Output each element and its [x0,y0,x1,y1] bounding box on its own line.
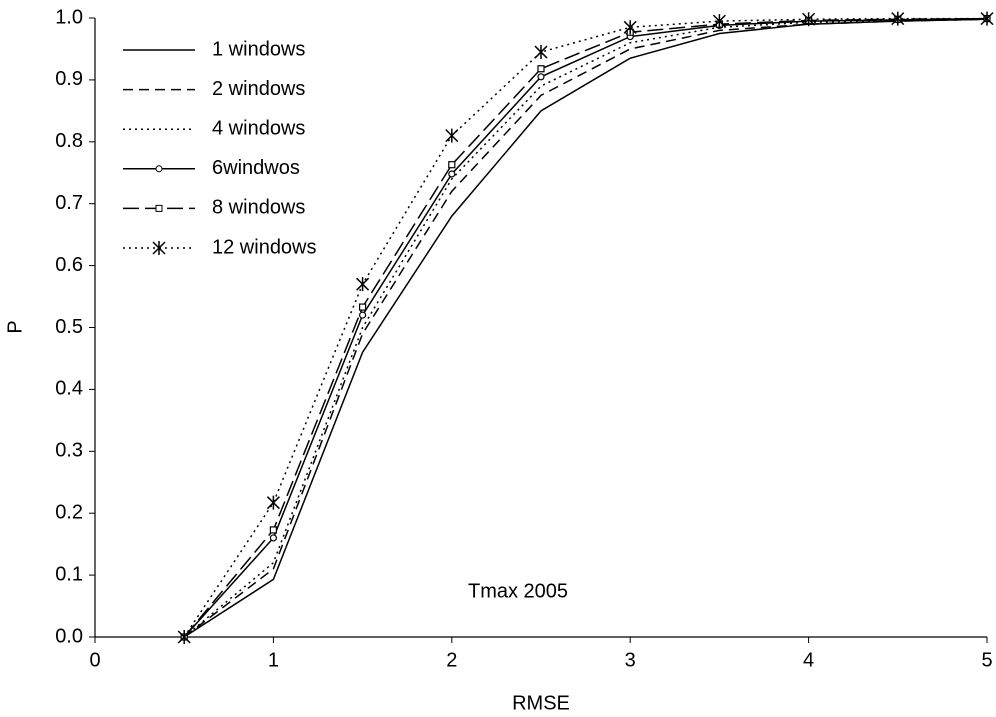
marker [712,14,726,29]
y-tick-label: 0.9 [55,68,83,90]
legend-label: 6windwos [212,157,300,179]
y-tick-label: 0.6 [55,254,83,276]
marker [448,170,456,178]
legend-marker [155,204,163,212]
series-line [183,17,987,638]
marker [266,495,280,510]
y-tick-label: 0.1 [55,563,83,585]
marker [359,311,367,319]
marker [891,11,905,26]
marker [445,128,459,143]
legend-marker [152,241,166,255]
y-tick-label: 0.8 [55,130,83,152]
series-line [183,17,988,638]
x-axis-label: RMSE [512,692,570,714]
marker [623,20,637,35]
series-line [183,18,988,638]
marker [269,526,277,534]
marker [537,65,545,73]
legend-label: 4 windows [212,117,305,139]
marker [980,11,994,26]
marker [448,161,456,169]
legend-label: 12 windows [212,236,317,258]
marker [177,630,191,644]
y-tick-label: 0.4 [55,378,83,400]
legend-marker [155,165,163,173]
annotation: Tmax 2005 [468,580,568,602]
legend-label: 2 windows [212,78,305,100]
x-tick-label: 2 [446,649,457,671]
series-line [183,18,988,638]
marker [802,12,816,27]
y-axis-label: P [4,320,26,333]
marker [359,303,367,311]
series-line [183,17,988,638]
y-tick-label: 1.0 [55,6,83,28]
marker [356,277,370,292]
y-tick-label: 0.7 [55,192,83,214]
y-tick-label: 0.5 [55,316,83,338]
marker [534,45,548,60]
y-tick-label: 0.0 [55,625,83,647]
marker [537,73,545,81]
y-tick-label: 0.2 [55,501,83,523]
legend-label: 8 windows [212,197,305,219]
x-tick-label: 3 [625,649,636,671]
x-tick-label: 5 [981,649,992,671]
x-tick-label: 1 [268,649,279,671]
x-tick-label: 0 [89,649,100,671]
y-tick-label: 0.3 [55,440,83,462]
x-tick-label: 4 [803,649,814,671]
series-line [183,18,988,638]
legend-label: 1 windows [212,38,305,60]
marker [269,534,277,542]
